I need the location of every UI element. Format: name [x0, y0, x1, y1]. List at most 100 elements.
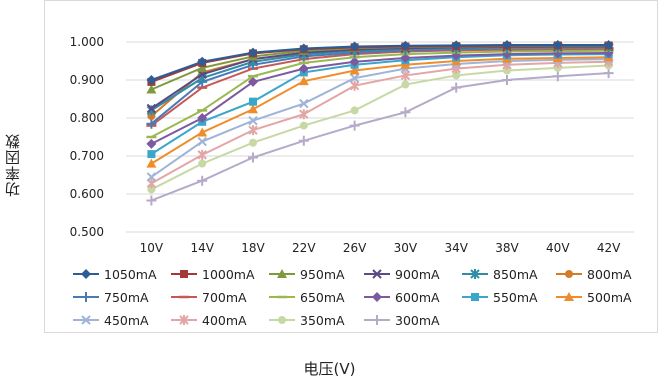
data-point [197, 149, 207, 160]
legend-label: 500mA [587, 290, 632, 305]
series-group [146, 40, 614, 206]
legend-label: 700mA [202, 290, 247, 305]
x-tick-label: 38V [495, 241, 519, 255]
series-line [151, 72, 609, 202]
series-300mA [146, 68, 614, 206]
legend-label: 950mA [300, 267, 345, 282]
series-400mA [146, 56, 614, 189]
data-point [452, 71, 461, 80]
data-point [197, 56, 208, 67]
legend-item: 900mA [364, 267, 440, 282]
x-tick-label: 26V [343, 241, 367, 255]
legend-label: 1000mA [202, 267, 255, 282]
y-tick-label: 0.800 [70, 111, 104, 125]
legend-label: 800mA [587, 267, 632, 282]
y-tick-label: 0.500 [70, 225, 104, 239]
data-point [298, 76, 309, 86]
x-axis-label: 电压(V) [303, 360, 356, 378]
x-tick-label: 30V [394, 241, 418, 255]
data-point [197, 175, 208, 186]
x-tick-label: 34V [444, 241, 468, 255]
legend-marker [180, 270, 188, 278]
y-tick-label: 0.600 [70, 187, 104, 201]
data-point [552, 71, 563, 82]
data-point [248, 125, 258, 136]
data-point [552, 40, 563, 51]
legend-item: 700mA [171, 290, 247, 305]
data-point [349, 120, 360, 131]
y-tick-label: 0.700 [70, 149, 104, 163]
data-point [249, 138, 257, 147]
data-point [502, 40, 512, 51]
data-point [298, 43, 309, 54]
data-point [146, 172, 157, 182]
series-line [150, 64, 609, 191]
data-point [249, 97, 257, 106]
series-line [150, 49, 609, 138]
legend-item: 750mA [73, 290, 149, 305]
data-point [400, 107, 411, 118]
data-point [298, 135, 309, 146]
legend-marker [81, 269, 91, 279]
data-point [451, 40, 462, 51]
data-point [400, 52, 411, 63]
data-point [248, 47, 258, 58]
legend-item: 400mA [171, 313, 247, 328]
legend-item: 450mA [73, 313, 149, 328]
data-point [146, 158, 157, 168]
data-point [146, 195, 157, 206]
legend-item: 800mA [556, 267, 632, 282]
series-line [150, 47, 609, 127]
data-point [248, 115, 258, 126]
legend-marker [565, 270, 573, 278]
data-point [401, 80, 410, 89]
legend-marker [372, 292, 382, 302]
data-point [198, 159, 207, 168]
series-line [150, 60, 609, 185]
series-line [150, 53, 609, 155]
legend-marker [278, 316, 286, 324]
legend-label: 400mA [202, 313, 247, 328]
data-point [197, 127, 208, 137]
series-550mA [147, 50, 613, 159]
x-tick-label: 10V [140, 241, 164, 255]
data-point [350, 106, 359, 115]
data-point [349, 80, 360, 91]
data-point [400, 59, 411, 69]
data-point [603, 40, 614, 51]
x-tick-label: 14V [190, 241, 214, 255]
data-point [400, 70, 411, 81]
data-point [299, 121, 308, 130]
data-point [248, 76, 258, 87]
data-point [349, 73, 360, 83]
data-point [146, 138, 157, 149]
data-point [147, 112, 156, 121]
series-line [150, 52, 609, 145]
data-point [503, 66, 511, 75]
data-point [197, 136, 207, 147]
data-point [502, 75, 512, 85]
legend-item: 1000mA [171, 267, 255, 282]
data-point [197, 62, 208, 72]
data-point [197, 113, 208, 123]
data-point [146, 103, 157, 114]
data-point [349, 65, 360, 75]
legend-item: 350mA [269, 313, 345, 328]
legend-label: 450mA [104, 313, 149, 328]
data-point [146, 75, 157, 85]
legend: 1050mA 1000mA 950mA 900mA 850mA 800mA 750mA 700… [73, 267, 632, 328]
legend-item: 500mA [556, 290, 632, 305]
legend-item: 550mA [462, 290, 538, 305]
data-point [298, 63, 309, 74]
data-point [603, 68, 614, 79]
legend-marker [81, 315, 91, 325]
legend-label: 650mA [300, 290, 345, 305]
legend-item: 950mA [269, 267, 345, 282]
data-point [147, 150, 156, 159]
data-point [147, 185, 156, 194]
data-point [146, 84, 157, 94]
legend-marker [471, 293, 479, 301]
data-point [451, 82, 462, 93]
x-tick-labels: 10V 14V 18V 22V 26V 30V 34V 38V 40V 42V [140, 241, 621, 255]
